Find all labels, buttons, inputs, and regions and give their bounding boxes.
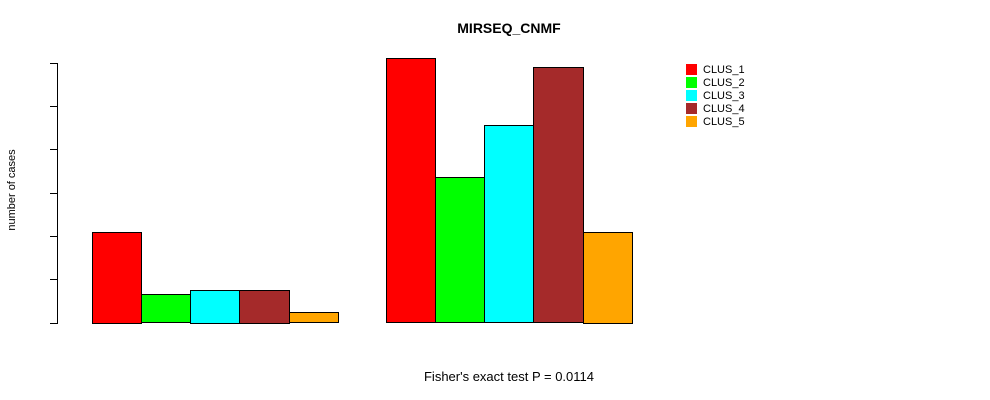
fisher-exact-test-annotation: Fisher's exact test P = 0.0114 [423, 369, 595, 384]
bar-clus_1-group2 [385, 58, 436, 324]
y-axis-line [57, 62, 58, 324]
legend-swatch-icon [686, 116, 697, 127]
bar-clus_1-group1 [91, 231, 142, 324]
legend-label: CLUS_5 [703, 115, 745, 128]
y-tick [50, 279, 57, 281]
legend-swatch-icon [686, 90, 697, 101]
legend-label: CLUS_4 [703, 102, 745, 115]
legend-label: CLUS_2 [703, 76, 745, 89]
y-tick [50, 149, 57, 151]
legend-swatch-icon [686, 64, 697, 75]
legend-entry-clus_5: CLUS_5 [686, 115, 745, 128]
bar-clus_3-group1 [190, 290, 241, 324]
y-tick [50, 192, 57, 194]
bar-clus_4-group1 [239, 290, 290, 324]
legend-swatch-icon [686, 103, 697, 114]
legend-label: CLUS_3 [703, 89, 745, 102]
y-tick [50, 322, 57, 324]
bar-clus_4-group2 [533, 66, 584, 324]
legend-swatch-icon [686, 77, 697, 88]
y-tick [50, 62, 57, 64]
bar-clus_3-group2 [484, 125, 535, 324]
y-tick [50, 235, 57, 237]
legend-entry-clus_4: CLUS_4 [686, 102, 745, 115]
bar-clus_2-group1 [140, 294, 192, 324]
bar-clus_2-group2 [434, 177, 486, 324]
legend-label: CLUS_1 [703, 63, 745, 76]
legend-entry-clus_1: CLUS_1 [686, 63, 745, 76]
y-axis-title: number of cases [6, 149, 18, 231]
legend-entry-clus_3: CLUS_3 [686, 89, 745, 102]
y-tick [50, 105, 57, 107]
bar-clus_5-group1 [288, 311, 339, 324]
legend-entry-clus_2: CLUS_2 [686, 76, 745, 89]
legend: CLUS_1 CLUS_2 CLUS_3 CLUS_4 CLUS_5 [686, 63, 745, 128]
bar-clus_5-group2 [582, 231, 633, 324]
chart-title: MIRSEQ_CNMF [457, 20, 561, 36]
